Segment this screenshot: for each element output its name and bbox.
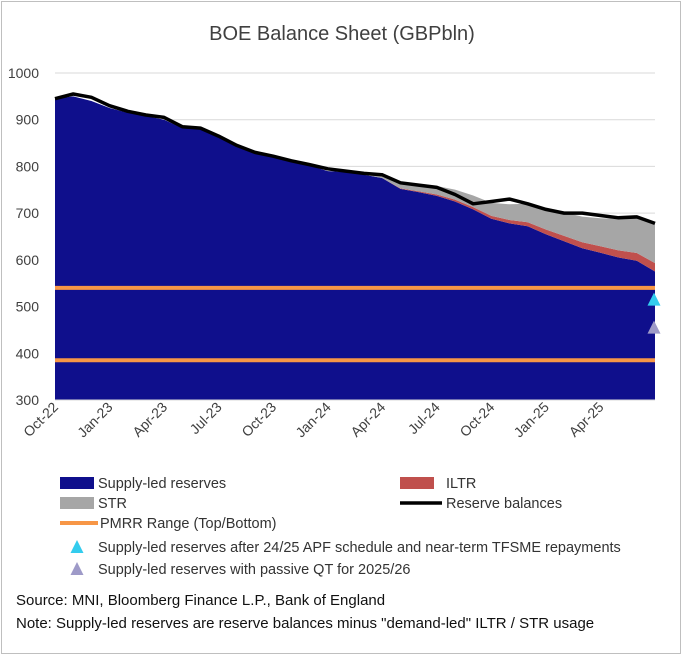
x-tick-label: Jul-23 — [186, 399, 224, 437]
passive-qt-marker — [647, 320, 661, 334]
legend-label-passive-qt: Supply-led reserves with passive QT for … — [98, 562, 410, 578]
y-tick-label: 700 — [16, 205, 40, 221]
x-tick-label: Oct-24 — [456, 399, 497, 440]
reserve-balances-line — [54, 92, 656, 226]
legend-marker-passive-qt — [70, 562, 84, 575]
x-tick-label: Jan-25 — [510, 399, 552, 441]
x-tick-label: Oct-23 — [238, 399, 279, 440]
legend-label-supply-led: Supply-led reserves — [98, 476, 226, 492]
plot-series — [54, 92, 661, 401]
x-tick-label: Apr-25 — [566, 399, 607, 440]
y-tick-label: 800 — [16, 158, 40, 174]
supply-led-area — [55, 96, 655, 401]
legend: Supply-led reserves ILTR STR Reserve balanc… — [60, 476, 621, 578]
legend-label-str: STR — [98, 496, 127, 512]
legend-swatch-iltr — [400, 477, 434, 489]
legend-label-pmrr: PMRR Range (Top/Bottom) — [100, 516, 276, 532]
x-tick-label: Jan-24 — [292, 399, 334, 441]
y-tick-label: 500 — [16, 299, 40, 315]
apf-schedule-marker — [647, 292, 661, 306]
x-tick-label: Jul-24 — [405, 399, 443, 437]
legend-label-apf-schedule: Supply-led reserves after 24/25 APF sche… — [98, 540, 621, 556]
y-tick-label: 1000 — [8, 65, 39, 81]
legend-marker-apf-schedule — [70, 540, 84, 553]
legend-swatch-str — [60, 497, 94, 509]
source-note: Source: MNI, Bloomberg Finance L.P., Ban… — [16, 592, 386, 609]
y-tick-label: 400 — [16, 345, 40, 361]
x-tick-label: Apr-23 — [129, 399, 170, 440]
y-tick-label: 900 — [16, 112, 40, 128]
y-tick-label: 300 — [16, 392, 40, 408]
x-tick-label: Jan-23 — [74, 399, 116, 441]
legend-label-iltr: ILTR — [446, 476, 476, 492]
legend-label-reserve-balances: Reserve balances — [446, 496, 562, 512]
x-tick-label: Apr-24 — [347, 399, 388, 440]
y-tick-label: 600 — [16, 252, 40, 268]
chart-title: BOE Balance Sheet (GBPbln) — [209, 23, 475, 45]
legend-swatch-supply-led — [60, 477, 94, 489]
footnote: Note: Supply-led reserves are reserve ba… — [16, 615, 595, 632]
